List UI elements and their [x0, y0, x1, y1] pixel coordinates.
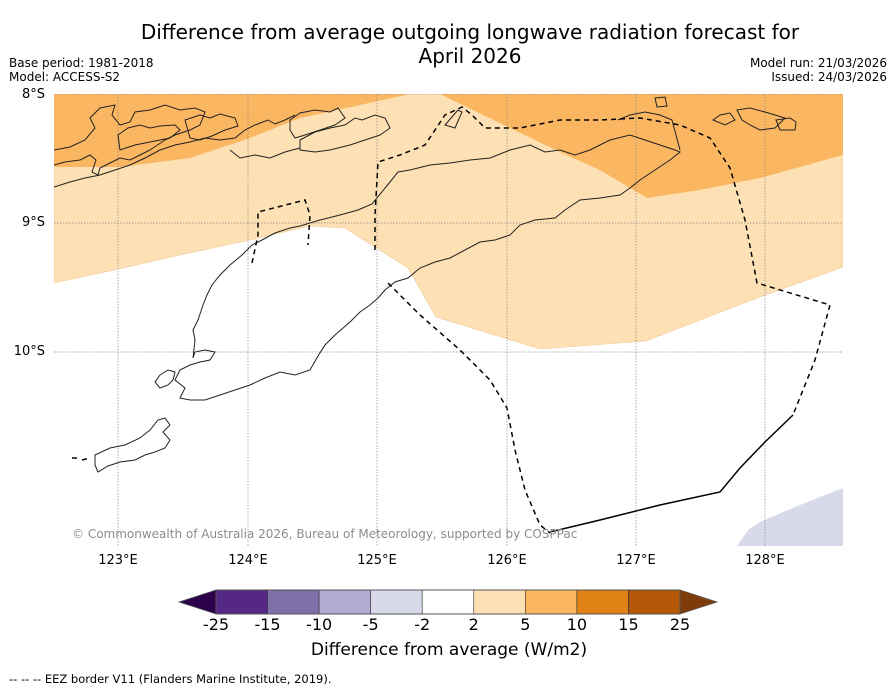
eez-footnote: -- -- -- EEZ border V11 (Flanders Marine…	[9, 672, 332, 686]
base-period: Base period: 1981-2018	[9, 56, 154, 70]
coastline-island-east-3	[775, 117, 797, 131]
lat-label-10s: 10°S	[13, 344, 45, 359]
eez-border-pocket	[251, 199, 311, 264]
coastline-semau	[154, 369, 176, 389]
eez-border	[72, 106, 831, 534]
coastline-timor	[229, 147, 301, 159]
colorbar-tick-label: -2	[414, 615, 431, 634]
colorbar-tick-label: 5	[520, 615, 531, 634]
graticule	[54, 94, 843, 546]
colorbar-tick-label: -25	[202, 615, 230, 634]
coastline-island-3	[184, 113, 239, 141]
lon-label-125e: 125°E	[357, 553, 397, 568]
eez-border-south	[387, 282, 551, 534]
colorbar-tick-label: -10	[306, 615, 333, 634]
eez-border-north	[374, 106, 831, 416]
coastline-timor-main	[192, 134, 681, 359]
anomaly-region-minus5-to-minus2	[737, 488, 843, 546]
chart-title: Difference from average outgoing longwav…	[0, 20, 896, 68]
issued-date: Issued: 24/03/2026	[771, 70, 887, 84]
meta-left: Base period: 1981-2018 Model: ACCESS-S2	[9, 56, 154, 84]
eez-border-solid-segment	[549, 414, 794, 533]
colorbar-tick-label: 2	[468, 615, 479, 634]
coastline-island-small	[654, 96, 668, 108]
lon-label-126e: 126°E	[487, 553, 527, 568]
coastline-alor	[299, 114, 391, 153]
model-run: Model run: 21/03/2026	[749, 56, 887, 70]
coastline-pantar	[289, 107, 346, 139]
coastline-timor-south	[174, 297, 379, 401]
coastline-wetar	[617, 111, 681, 151]
colorbar-title: Difference from average (W/m2)	[310, 640, 588, 660]
coastline-island-atauro	[444, 109, 463, 129]
colorbar-tick-label: 25	[669, 615, 691, 634]
colorbar-tick-label: -15	[254, 615, 281, 634]
lat-label-8s: 8°S	[21, 87, 45, 102]
lon-label-124e: 124°E	[228, 553, 268, 568]
coastline-island-east-1	[711, 112, 736, 126]
meta-right: Model run: 21/03/2026 Issued: 24/03/2026	[750, 56, 887, 84]
title-line-1: Difference from average outgoing longwav…	[140, 20, 800, 44]
model-name: Model: ACCESS-S2	[9, 70, 121, 84]
lat-label-9s: 9°S	[21, 215, 45, 230]
eez-border-rote	[72, 457, 91, 461]
lon-label-128e: 128°E	[745, 553, 785, 568]
lon-label-123e: 123°E	[98, 553, 138, 568]
colorbar-tick-label: -5	[362, 615, 379, 634]
coastline-timor-north	[54, 114, 296, 188]
copyright-notice: © Commonwealth of Australia 2026, Bureau…	[72, 527, 578, 541]
title-line-2: April 2026	[418, 44, 522, 68]
anomaly-region-5-to-10-west	[54, 94, 410, 167]
lon-label-127e: 127°E	[616, 553, 656, 568]
coastline-rote	[94, 417, 171, 473]
coastline-flores	[54, 104, 206, 176]
coastline-island-2	[117, 124, 181, 151]
coastline-island-east-2	[736, 107, 786, 131]
colorbar-tick-label: 15	[618, 615, 639, 634]
colorbar-tick-label: 10	[566, 615, 588, 634]
coastlines	[54, 96, 797, 473]
